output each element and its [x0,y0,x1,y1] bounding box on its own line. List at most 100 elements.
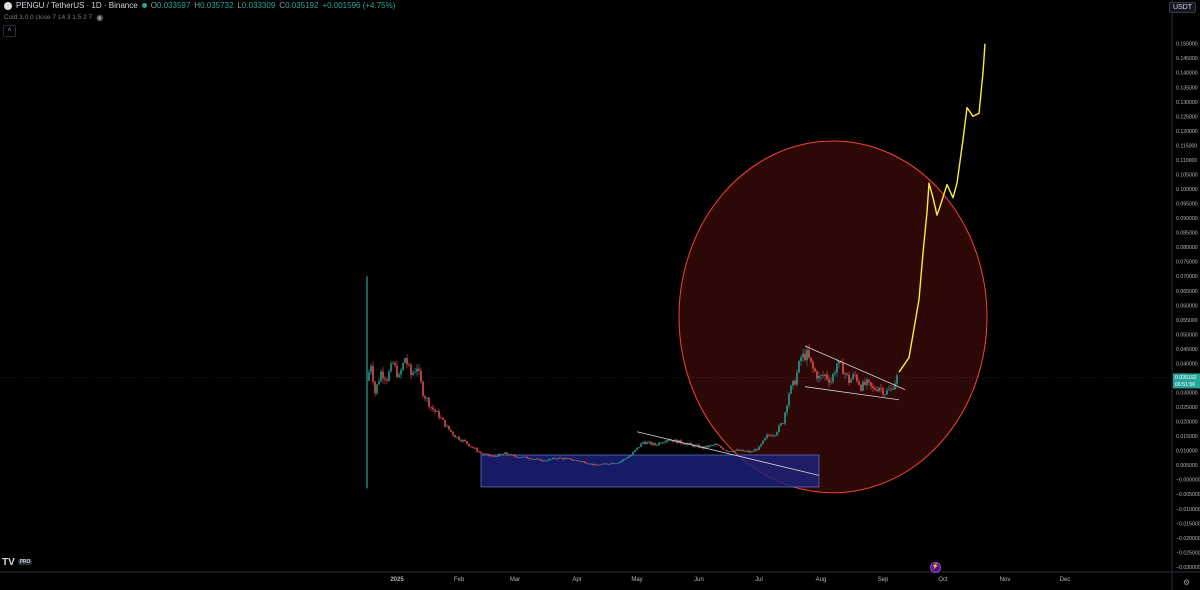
countdown-label: 06:51:56 [1175,382,1195,388]
candle-body [466,441,468,444]
candle-body [782,423,784,424]
x-tick-label: May [631,577,642,583]
candle-body [632,452,634,456]
current-price-label-bg [1173,373,1200,389]
candle-body [816,371,818,379]
y-tick-label: 0.005000 [1176,463,1198,469]
y-tick-label: 0.080000 [1176,245,1198,251]
tradingview-logo[interactable]: TV PRO [2,557,33,568]
y-tick-label: 0.025000 [1176,405,1198,411]
candle-body [430,406,432,408]
current-price-label: 0.035192 [1175,375,1197,381]
candle-body [370,366,372,373]
candle-body [568,458,570,460]
candle-body [436,411,438,413]
candle-body [870,382,872,387]
candle-body [414,371,416,373]
candle-body [470,446,472,447]
candle-body [628,456,630,458]
open-label: O [150,1,157,10]
candle-body [450,429,452,432]
indicator-legend[interactable]: Cold 3.0.0 close 7 14 3 1.5 2 7 ◉ [4,13,103,22]
currency-button[interactable]: USDT [1168,2,1196,13]
open-value: 0.033597 [156,1,191,10]
y-tick-label: −0.030000 [1176,565,1200,571]
candle-body [478,451,480,453]
candle-body [892,388,894,390]
flash-icon[interactable]: ⚡ [930,562,941,573]
candle-body [564,458,566,460]
candle-body [376,384,378,394]
candle-body [440,417,442,419]
candle-body [686,443,688,445]
symbol-title[interactable]: PENGU / TetherUS · 1D · Binance [16,1,138,10]
candle-body [894,383,896,390]
candle-body [490,455,492,457]
candle-body [876,389,878,391]
x-tick-label: Nov [1000,577,1011,583]
candle-body [388,371,390,381]
candle-body [432,407,434,410]
gear-icon[interactable]: ⚙ [1183,578,1191,587]
candle-body [374,381,376,394]
candle-body [612,463,614,464]
candle-body [664,441,666,443]
x-tick-label: Aug [816,577,827,583]
candle-body [652,443,654,445]
wedge-lower-line [804,386,900,401]
candle-body [584,461,586,464]
low-label: L [237,1,242,10]
y-tick-label: −0.025000 [1176,550,1200,556]
candle-body [620,461,622,463]
candle-body [882,388,884,395]
candle-body [834,372,836,374]
candle-body [788,393,790,406]
collapse-legend-button[interactable]: ˄ [3,25,16,37]
candle-body [848,374,850,383]
candle-body [380,371,382,382]
candle-body [420,370,422,382]
candle-body [604,463,606,465]
candle-body [594,464,596,466]
candle-body [766,434,768,438]
candle-body [468,443,470,447]
candle-body [558,457,560,459]
candle-body [714,444,716,446]
candle-body [790,385,792,394]
candle-body [536,458,538,460]
candle-body [410,364,412,376]
y-tick-label: 0.010000 [1176,449,1198,455]
candle-body [706,445,708,448]
candle-body [614,463,616,465]
candle-body [554,457,556,459]
candle-body [682,443,684,445]
y-tick-label: 0.115000 [1176,143,1197,149]
candle-body [570,458,572,460]
candle-body [738,449,740,451]
candle-body [542,460,544,462]
candle-body [662,442,664,444]
candle-body [482,453,484,455]
candle-body [538,458,540,460]
x-tick-label: Jun [694,577,704,583]
y-tick-label: 0.125000 [1176,114,1198,120]
candle-body [500,453,502,455]
candle-body [820,375,822,377]
candle-body [502,453,504,455]
candle-body [456,436,458,438]
candle-body [724,449,726,451]
eye-icon[interactable]: ◉ [96,13,104,22]
candle-body [774,435,776,437]
candle-body [518,457,520,459]
y-tick-label: 0.120000 [1176,129,1198,135]
candle-body [462,439,464,442]
candle-body [600,464,602,466]
candle-body [744,451,746,452]
candle-body [460,439,462,442]
candle-body [608,464,610,465]
candle-body [780,423,782,426]
candle-body [384,378,386,380]
y-tick-label: 0.055000 [1176,318,1198,324]
candle-body [716,444,718,446]
